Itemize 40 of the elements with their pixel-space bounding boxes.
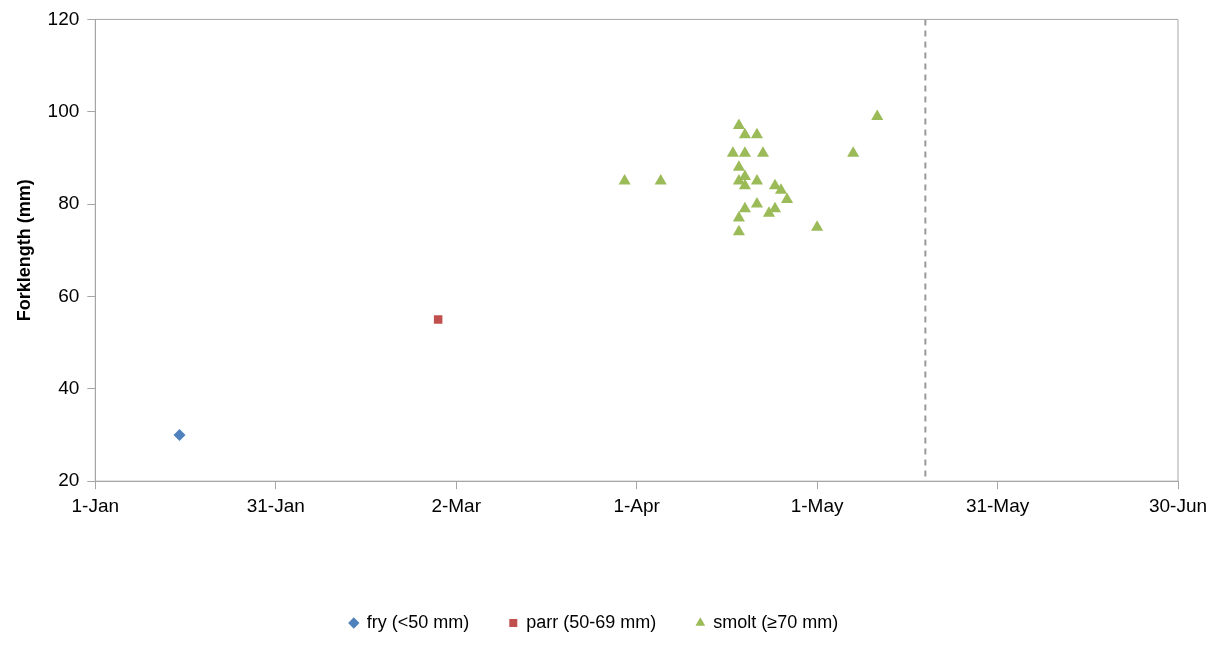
point [756,146,770,157]
legend-label: fry (<50 mm) [366,611,470,632]
point [738,201,751,213]
point [618,174,631,185]
point [173,429,186,442]
y-tick-label: 20 [58,469,80,491]
x-tick-label: 31-Jan [246,494,305,516]
x-tick-label: 30-Jun [1148,494,1208,516]
point [738,127,751,139]
x-tick-label: 1-May [790,494,844,516]
point [750,127,764,139]
point [654,174,667,185]
legend-label: smolt (≥70 mm) [713,611,839,632]
point [732,160,745,171]
point [762,206,776,217]
y-tick-label: 120 [47,7,80,29]
x-tick-label: 2-Mar [431,494,482,516]
y-tick-label: 40 [58,377,80,399]
point [750,197,764,208]
point [768,178,782,190]
point [726,146,739,157]
legend-label: parr (50-69 mm) [526,611,657,632]
x-tick-label: 31-May [965,494,1030,516]
point [847,146,860,157]
point [732,224,745,236]
point [768,201,782,213]
y-tick-label: 60 [58,284,80,306]
point [811,220,824,231]
point [732,118,745,130]
y-tick-label: 100 [47,99,80,121]
x-tick-label: 1-Apr [613,494,661,516]
y-axis-title: Forklength (mm) [13,179,34,322]
point [750,174,764,185]
point [738,146,751,157]
point [871,109,884,120]
point [774,183,788,194]
point [732,174,745,185]
point [780,192,794,203]
x-tick-label: 1-Jan [71,494,120,516]
y-tick-label: 80 [58,192,80,214]
